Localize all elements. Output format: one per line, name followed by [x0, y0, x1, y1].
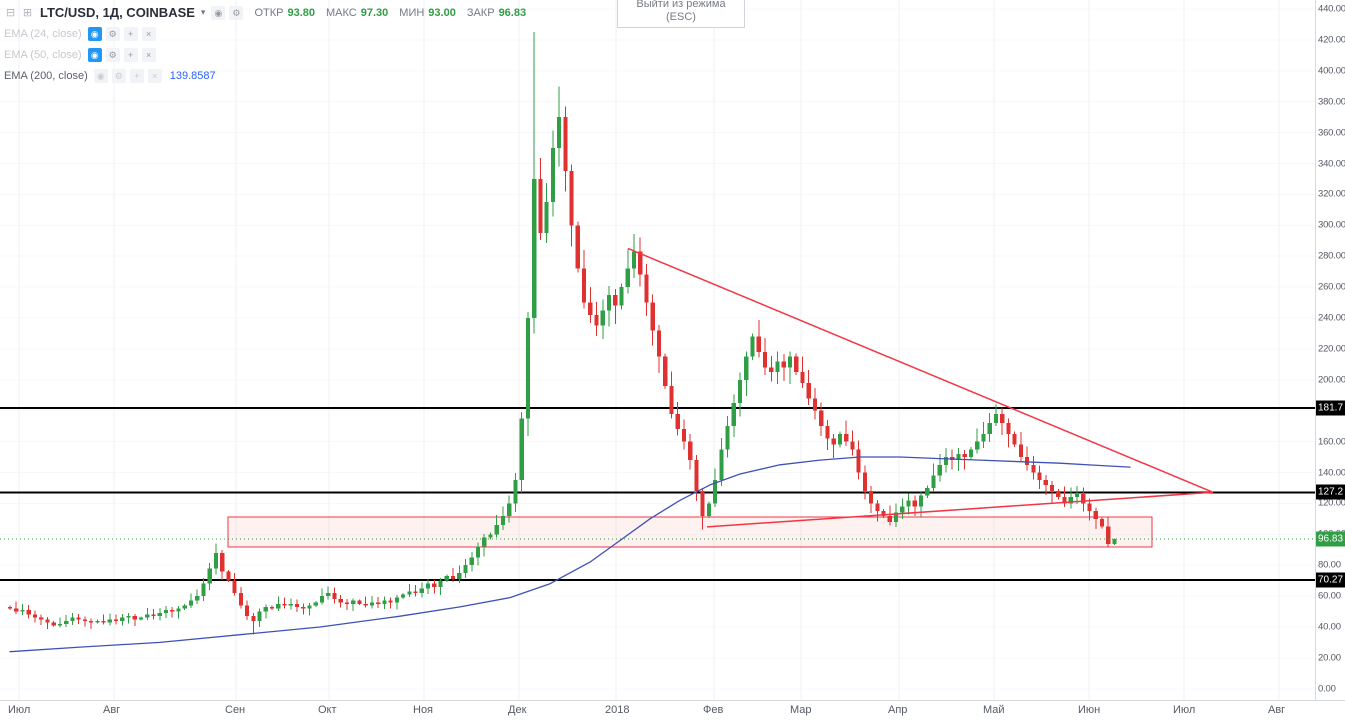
price-axis-label: 240.00	[1318, 312, 1345, 324]
price-axis-label: 420.00	[1318, 34, 1345, 46]
open-value: 93.80	[287, 6, 316, 19]
eye-icon[interactable]: ◉	[87, 26, 102, 41]
price-axis-label: 40.00	[1318, 621, 1341, 633]
indicator-label[interactable]: EMA (50, close)	[4, 48, 82, 61]
panel-grid-icon[interactable]: ⊞	[22, 7, 33, 19]
gear-icon[interactable]: ⚙	[105, 26, 120, 41]
plus-icon[interactable]: +	[123, 26, 138, 41]
plus-icon[interactable]: +	[123, 47, 138, 62]
price-axis-label: 220.00	[1318, 343, 1345, 355]
exit-button-label: Выйти из режима	[636, 0, 726, 10]
price-axis-label: 120.00	[1318, 497, 1345, 509]
price-axis-label: 380.00	[1318, 96, 1345, 108]
price-axis-label: 440.00	[1318, 3, 1345, 15]
gear-icon[interactable]: ⚙	[105, 47, 120, 62]
close-label: ЗАКР	[466, 6, 495, 19]
price-level-tag: 127.2	[1316, 484, 1345, 500]
time-axis-label: Ноя	[413, 704, 434, 716]
price-axis-label: 340.00	[1318, 158, 1345, 169]
time-axis-label: Окт	[318, 704, 337, 716]
chart-pane[interactable]: ⊟ ⊞ LTC/USD, 1Д, COINBASE ▾ ◉ ⚙ ОТКР 93.…	[0, 0, 1315, 700]
price-axis-label: 260.00	[1318, 281, 1345, 293]
gear-icon[interactable]: ⚙	[229, 5, 244, 20]
eye-icon[interactable]: ◉	[211, 5, 226, 20]
indicator-value: 139.8587	[169, 69, 216, 82]
time-axis-label: Июн	[1078, 704, 1101, 716]
indicator-row-ema50: EMA (50, close) ◉ ⚙ + ×	[4, 45, 526, 64]
close-icon[interactable]: ×	[141, 26, 156, 41]
indicator-label[interactable]: EMA (200, close)	[4, 69, 88, 82]
price-axis[interactable]: 0.0020.0040.0060.0080.00100.00120.00140.…	[1315, 0, 1345, 700]
time-axis-label: Сен	[225, 704, 246, 716]
time-axis-label: Авг	[103, 704, 121, 716]
close-icon[interactable]: ×	[147, 68, 162, 83]
indicator-row-ema24: EMA (24, close) ◉ ⚙ + ×	[4, 24, 526, 43]
time-axis-label: Дек	[508, 704, 527, 716]
plus-icon[interactable]: +	[129, 68, 144, 83]
panel-menu-icon[interactable]: ⊟	[5, 7, 16, 19]
exit-fullscreen-button[interactable]: Выйти из режима (ESC)	[617, 0, 745, 28]
price-level-tag: 70.27	[1316, 572, 1345, 588]
time-axis-label: Фев	[703, 704, 724, 716]
close-value: 96.83	[498, 6, 527, 19]
time-axis-label: Мар	[790, 704, 812, 716]
price-axis-label: 20.00	[1318, 652, 1341, 664]
time-axis-label: Июл	[1173, 704, 1196, 716]
indicator-row-ema200: EMA (200, close) ◉ ⚙ + × 139.8587	[4, 66, 526, 85]
price-level-tag: 181.7	[1316, 400, 1345, 416]
price-axis-label: 80.00	[1318, 559, 1341, 571]
time-axis[interactable]: Июл Авг Сен Окт Ноя Дек 2018 Фев Мар Апр Май Июн Июл…	[0, 700, 1345, 721]
price-axis-label: 280.00	[1318, 250, 1345, 262]
price-axis-label: 360.00	[1318, 127, 1345, 139]
symbol-title[interactable]: LTC/USD, 1Д, COINBASE	[40, 5, 195, 20]
low-label: МИН	[399, 6, 425, 19]
time-axis-label: 2018	[605, 704, 630, 716]
close-icon[interactable]: ×	[141, 47, 156, 62]
exit-button-shortcut: (ESC)	[666, 11, 696, 23]
price-axis-label: 320.00	[1318, 188, 1345, 200]
chart-legend: ⊟ ⊞ LTC/USD, 1Д, COINBASE ▾ ◉ ⚙ ОТКР 93.…	[4, 3, 526, 87]
high-label: МАКС	[326, 6, 357, 19]
price-axis-label: 400.00	[1318, 65, 1345, 77]
price-axis-label: 160.00	[1318, 436, 1345, 448]
low-value: 93.00	[428, 6, 456, 19]
symbol-row: ⊟ ⊞ LTC/USD, 1Д, COINBASE ▾ ◉ ⚙ ОТКР 93.…	[4, 3, 526, 22]
high-value: 97.30	[360, 6, 389, 19]
price-axis-label: 140.00	[1318, 467, 1345, 478]
time-axis-label: Апр	[888, 704, 908, 716]
eye-icon[interactable]: ◉	[87, 47, 102, 62]
time-axis-label: Май	[983, 704, 1005, 716]
price-axis-label: 60.00	[1318, 590, 1341, 602]
eye-icon[interactable]: ◉	[93, 68, 108, 83]
time-axis-label: Авг	[1268, 704, 1286, 716]
candlestick-chart	[0, 0, 1315, 700]
current-price-tag: 96.83	[1316, 531, 1345, 547]
price-axis-label: 0.00	[1318, 683, 1336, 695]
price-axis-label: 300.00	[1318, 219, 1345, 231]
gear-icon[interactable]: ⚙	[111, 68, 126, 83]
indicator-label[interactable]: EMA (24, close)	[4, 27, 82, 40]
chevron-down-icon[interactable]: ▾	[200, 7, 206, 17]
time-axis-label: Июл	[8, 704, 31, 716]
price-axis-label: 200.00	[1318, 374, 1345, 386]
open-label: ОТКР	[254, 6, 284, 19]
